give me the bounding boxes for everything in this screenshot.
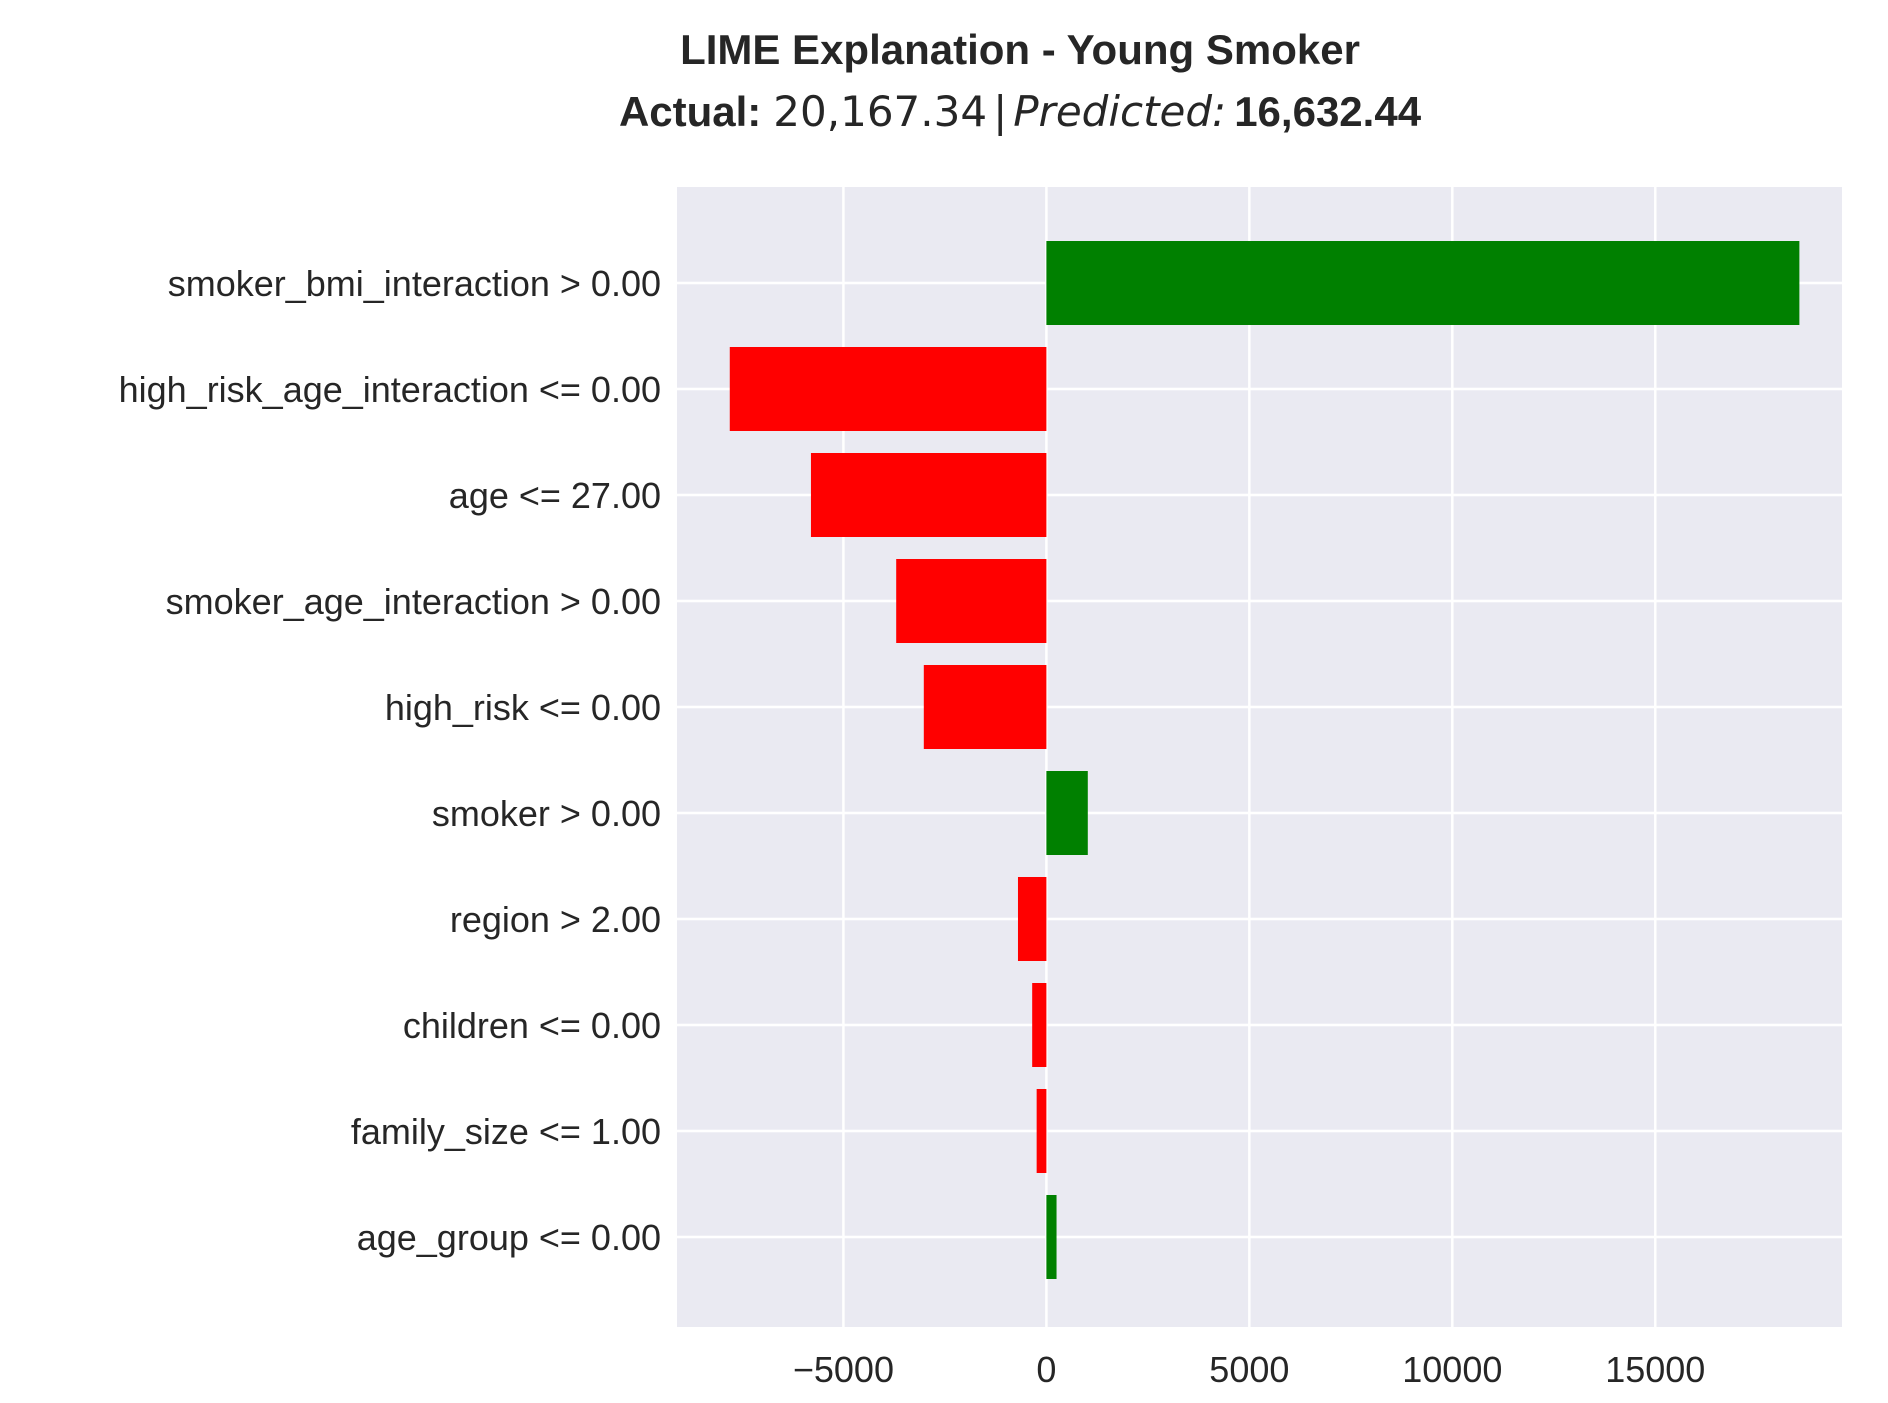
bar (729, 347, 1047, 431)
y-tick-label: smoker_age_interaction > 0.00 (166, 581, 661, 622)
bar (896, 559, 1047, 643)
chart-title-line1: LIME Explanation - Young Smoker (680, 26, 1360, 73)
y-tick-label: children <= 0.00 (403, 1005, 661, 1046)
x-tick-label: 10000 (1402, 1349, 1502, 1390)
x-tick-label: 15000 (1605, 1349, 1705, 1390)
bar (1017, 877, 1047, 961)
x-tick-labels: −5000 0 5000 10000 15000 (793, 1349, 1705, 1390)
actual-label: Actual: (619, 88, 761, 135)
y-tick-labels: smoker_bmi_interaction > 0.00 high_risk_a… (119, 263, 661, 1258)
title-separator: | (993, 87, 1007, 136)
x-tick-label: 5000 (1209, 1349, 1289, 1390)
y-tick-label: high_risk <= 0.00 (385, 687, 661, 728)
actual-value: 20,167.34 (773, 87, 987, 136)
y-tick-label: age_group <= 0.00 (357, 1217, 661, 1258)
x-tick-label: 0 (1036, 1349, 1056, 1390)
bar (1046, 241, 1800, 325)
y-tick-label: age <= 27.00 (449, 475, 661, 516)
y-tick-label: smoker_bmi_interaction > 0.00 (168, 263, 661, 304)
bar (1036, 1089, 1047, 1173)
predicted-value: 16,632.44 (1234, 88, 1421, 135)
bars (729, 241, 1800, 1279)
bar (1046, 1195, 1057, 1279)
predicted-label: Predicted: (1013, 87, 1226, 136)
chart-title-line2: Actual: 20,167.34 | Predicted: 16,632.44 (619, 87, 1422, 136)
bar (1032, 983, 1047, 1067)
y-tick-label: smoker > 0.00 (432, 793, 661, 834)
x-tick-label: −5000 (793, 1349, 894, 1390)
y-tick-label: family_size <= 1.00 (351, 1111, 661, 1152)
y-tick-label: high_risk_age_interaction <= 0.00 (119, 369, 661, 410)
bar (923, 665, 1047, 749)
y-tick-label: region > 2.00 (450, 899, 661, 940)
bar (1046, 771, 1088, 855)
bar (810, 453, 1047, 537)
